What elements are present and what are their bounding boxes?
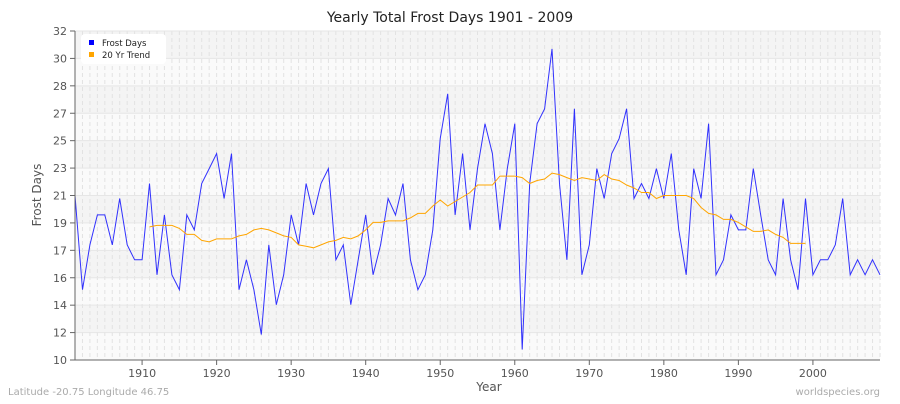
x-tick-label: 1990 [724,367,752,380]
x-tick-label: 1970 [575,367,603,380]
y-tick-label: 27 [53,107,67,120]
x-tick-label: 1950 [426,367,454,380]
y-tick-label: 21 [53,190,67,203]
x-tick-label: 1910 [128,367,156,380]
x-tick-label: 1930 [277,367,305,380]
y-tick-label: 10 [53,354,67,367]
y-tick-label: 23 [53,162,67,175]
y-ticks: 10 12 14 16 17 19 21 23 25 27 28 30 32 [53,25,75,367]
y-tick-label: 12 [53,327,67,340]
x-ticks: 1910 1920 1930 1940 1950 1960 1970 1980 1990 2000 [128,360,827,380]
y-tick-label: 19 [53,217,67,230]
frost-days-line [74,48,881,350]
legend: Frost Days 20 Yr Trend [81,34,166,64]
x-tick-label: 1940 [352,367,380,380]
y-tick-label: 28 [53,80,67,93]
footer-site: worldspecies.org [796,387,880,398]
y-tick-label: 30 [53,52,67,65]
legend-box [81,34,166,64]
x-tick-label: 1920 [203,367,231,380]
y-tick-label: 16 [53,272,67,285]
trend-line [149,172,806,249]
x-axis-label: Year [475,380,501,394]
y-axis-label: Frost Days [30,164,44,227]
legend-label-frost-days: Frost Days [102,39,147,49]
y-tick-label: 17 [53,244,67,257]
y-tick-label: 25 [53,135,67,148]
footer-location: Latitude -20.75 Longitude 46.75 [8,387,169,398]
legend-swatch-trend [89,52,94,57]
legend-swatch-frost-days [89,40,94,45]
x-tick-label: 1980 [650,367,678,380]
chart-title: Yearly Total Frost Days 1901 - 2009 [326,10,573,26]
x-tick-label: 1960 [501,367,529,380]
legend-label-trend: 20 Yr Trend [102,51,150,61]
y-tick-label: 14 [53,299,67,312]
series-lines [74,48,881,350]
y-tick-label: 32 [53,25,67,38]
x-tick-label: 2000 [799,367,827,380]
